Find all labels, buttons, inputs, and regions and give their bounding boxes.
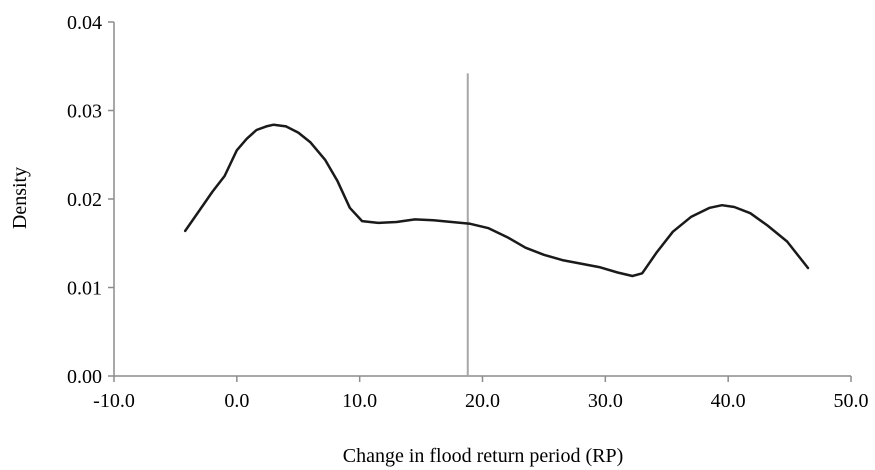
y-tick-label: 0.01 [67,278,102,300]
x-tick-label: 0.0 [224,390,249,412]
x-tick-label: 20.0 [465,390,500,412]
x-axis-title: Change in flood return period (RP) [343,445,624,467]
y-tick-label: 0.03 [67,101,102,123]
x-tick-label: 10.0 [342,390,377,412]
y-tick-label: 0.02 [67,189,102,211]
density-curve [183,123,810,278]
y-tick-label: 0.00 [67,366,102,388]
x-tick-label: 40.0 [711,390,746,412]
plot-area [183,73,810,376]
y-tick-label: 0.04 [67,12,102,34]
axes [113,22,851,377]
x-tick-label: -10.0 [93,390,135,412]
x-tick-label: 30.0 [588,390,623,412]
y-axis-title: Density [9,167,31,229]
ticks: 0.00 0.01 0.02 0.03 0.04 -10.0 0.0 10.0 20.0 30.0… [67,12,869,412]
x-tick-label: 50.0 [834,390,869,412]
